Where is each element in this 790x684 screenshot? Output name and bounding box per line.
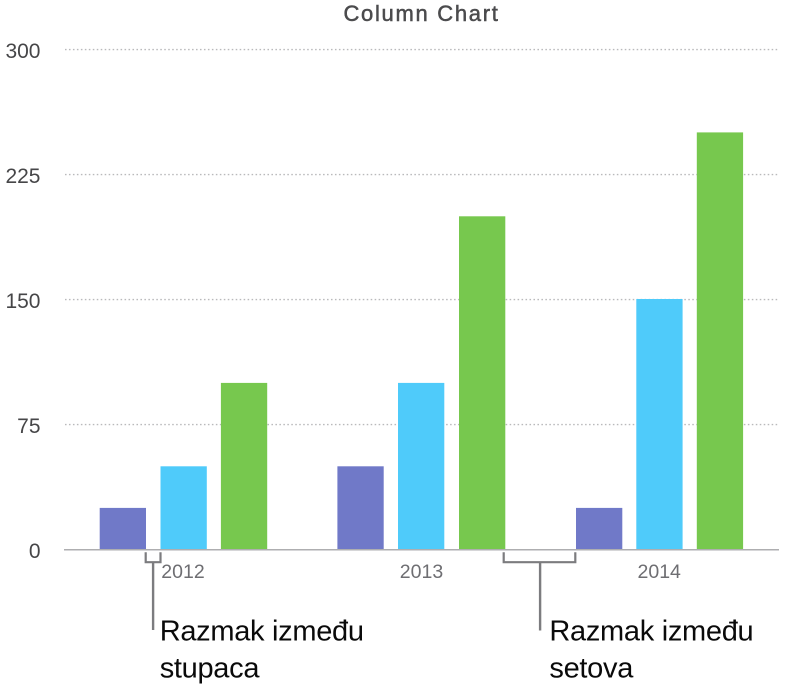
svg-text:setova: setova [549,653,634,684]
svg-text:stupaca: stupaca [160,653,261,684]
svg-text:300: 300 [5,40,40,63]
svg-text:0: 0 [29,540,41,563]
svg-text:2013: 2013 [400,561,443,583]
svg-text:2014: 2014 [638,561,682,583]
svg-text:Column Chart: Column Chart [343,1,499,26]
svg-text:150: 150 [5,290,40,313]
svg-text:Razmak između: Razmak između [160,616,364,648]
svg-text:225: 225 [5,165,40,188]
svg-text:Razmak između: Razmak između [549,616,753,648]
svg-text:75: 75 [17,415,40,438]
svg-text:2012: 2012 [161,561,204,583]
